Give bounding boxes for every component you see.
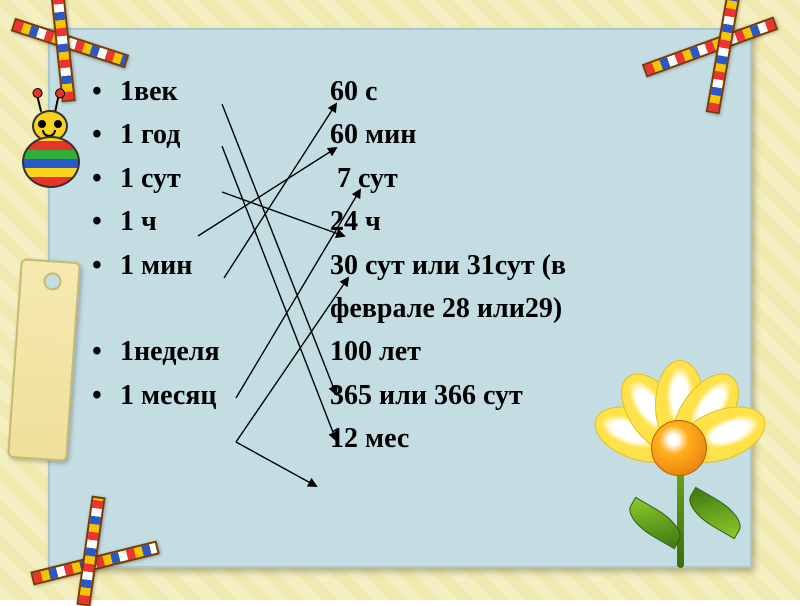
left-term: 1век	[120, 70, 330, 113]
bullet: •	[92, 244, 120, 287]
left-term: 1неделя	[120, 330, 330, 373]
text-line: •1 сут 7 сут	[92, 157, 566, 200]
text-content: •1век60 с•1 год60 мин•1 сут 7 сут•1 ч24 …	[92, 70, 566, 461]
bullet: •	[92, 200, 120, 243]
flower-decor	[595, 350, 765, 570]
left-term: 1 сут	[120, 157, 330, 200]
text: 12 мес	[330, 417, 409, 460]
right-term: 60 с	[330, 70, 377, 113]
bullet: •	[92, 374, 120, 417]
text-line: 12 мес	[92, 417, 566, 460]
bullet: •	[92, 330, 120, 373]
right-term: 24 ч	[330, 200, 381, 243]
bee-decor	[6, 90, 96, 210]
text-line: феврале 28 или29)	[330, 287, 566, 330]
right-term: 7 сут	[330, 157, 398, 200]
left-term: 1 год	[120, 113, 330, 156]
text-line: •1 ч24 ч	[92, 200, 566, 243]
text-line: •1неделя100 лет	[92, 330, 566, 373]
text-line: •1 месяц365 или 366 сут	[92, 374, 566, 417]
text: феврале 28 или29)	[330, 287, 562, 330]
left-term: 1 месяц	[120, 374, 330, 417]
right-term: 60 мин	[330, 113, 416, 156]
text-line: •1век60 с	[92, 70, 566, 113]
left-term: 1 мин	[120, 244, 330, 287]
right-term: 365 или 366 сут	[330, 374, 523, 417]
text-line: •1 год60 мин	[92, 113, 566, 156]
bullet: •	[92, 113, 120, 156]
right-term: 30 сут или 31сут (в	[330, 244, 566, 287]
text-line: •1 мин30 сут или 31сут (в	[92, 244, 566, 287]
right-term: 100 лет	[330, 330, 421, 373]
bullet: •	[92, 157, 120, 200]
left-term: 1 ч	[120, 200, 330, 243]
bullet: •	[92, 70, 120, 113]
